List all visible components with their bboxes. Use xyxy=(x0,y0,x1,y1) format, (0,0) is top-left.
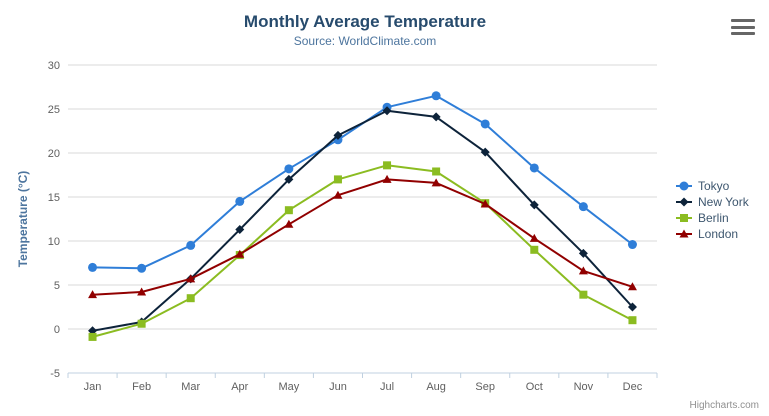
marker-tokyo-feb[interactable] xyxy=(137,263,147,273)
x-tick-label: Jan xyxy=(84,381,102,393)
x-tick-label: Oct xyxy=(526,381,543,393)
legend-label: Tokyo xyxy=(698,179,730,193)
marker-new-york-jun[interactable] xyxy=(333,130,343,140)
series-new-york xyxy=(88,106,637,336)
marker-london-jan[interactable] xyxy=(88,290,98,299)
y-tick-label: 25 xyxy=(48,104,60,116)
marker-tokyo-aug[interactable] xyxy=(431,91,441,101)
y-tick-label: 10 xyxy=(48,236,60,248)
marker-new-york-nov[interactable] xyxy=(578,248,588,258)
marker-london-jun[interactable] xyxy=(333,190,343,199)
marker-new-york-apr[interactable] xyxy=(235,225,245,235)
series-line-berlin xyxy=(92,164,633,338)
marker-london-feb[interactable] xyxy=(137,287,147,296)
legend-marker-new-york xyxy=(679,197,689,207)
y-tick-label: 20 xyxy=(48,148,60,160)
legend-item-london[interactable]: London xyxy=(675,226,749,242)
y-tick-label: 0 xyxy=(54,324,60,336)
x-tick-label: Jun xyxy=(329,381,347,393)
series-tokyo xyxy=(88,91,637,273)
hamburger-icon xyxy=(731,32,755,35)
marker-new-york-oct[interactable] xyxy=(529,200,539,210)
y-tick-label: 15 xyxy=(48,192,60,204)
marker-london-aug[interactable] xyxy=(431,178,441,187)
x-tick-label: Dec xyxy=(623,381,643,393)
marker-berlin-oct[interactable] xyxy=(530,245,539,254)
x-tick-label: Mar xyxy=(181,381,200,393)
x-tick-label: Aug xyxy=(426,381,446,393)
marker-new-york-dec[interactable] xyxy=(627,302,637,312)
marker-new-york-sep[interactable] xyxy=(480,147,490,157)
y-tick-label: 30 xyxy=(48,60,60,72)
marker-tokyo-apr[interactable] xyxy=(235,196,245,206)
legend: Tokyo New York Berlin London xyxy=(675,178,749,242)
marker-tokyo-may[interactable] xyxy=(284,164,294,174)
marker-new-york-aug[interactable] xyxy=(431,112,441,122)
marker-tokyo-nov[interactable] xyxy=(578,202,588,212)
y-axis-title: Temperature (°C) xyxy=(16,171,30,268)
marker-berlin-aug[interactable] xyxy=(432,167,441,176)
credit-link[interactable]: Highcharts.com xyxy=(689,400,759,411)
y-tick-label: 5 xyxy=(54,280,60,292)
legend-symbol-triangle-icon xyxy=(676,229,692,238)
series-line-new-york xyxy=(92,109,634,332)
legend-symbol-circle-icon xyxy=(676,181,692,191)
marker-new-york-jul[interactable] xyxy=(382,106,392,116)
series-line-tokyo xyxy=(92,94,634,270)
marker-tokyo-mar[interactable] xyxy=(186,240,196,250)
marker-berlin-mar[interactable] xyxy=(186,294,195,303)
x-tick-label: Nov xyxy=(574,381,594,393)
marker-london-may[interactable] xyxy=(284,219,294,228)
marker-tokyo-jan[interactable] xyxy=(88,262,98,272)
marker-london-apr[interactable] xyxy=(235,249,245,258)
x-tick-label: Feb xyxy=(132,381,151,393)
x-tick-label: May xyxy=(278,381,299,393)
marker-berlin-jun[interactable] xyxy=(333,175,342,184)
legend-symbol-diamond-icon xyxy=(676,197,692,207)
marker-tokyo-dec[interactable] xyxy=(627,240,637,250)
marker-tokyo-sep[interactable] xyxy=(480,119,490,129)
chart-subtitle: Source: WorldClimate.com xyxy=(293,34,437,48)
marker-berlin-may[interactable] xyxy=(284,206,293,215)
marker-berlin-jul[interactable] xyxy=(383,161,392,170)
marker-london-mar[interactable] xyxy=(186,274,196,283)
hamburger-icon xyxy=(731,19,755,22)
marker-berlin-nov[interactable] xyxy=(579,290,588,299)
x-tick-label: Sep xyxy=(475,381,495,393)
marker-tokyo-oct[interactable] xyxy=(529,163,539,173)
marker-london-dec[interactable] xyxy=(627,282,637,291)
marker-berlin-feb[interactable] xyxy=(137,319,146,328)
legend-item-new-york[interactable]: New York xyxy=(675,194,749,210)
marker-berlin-dec[interactable] xyxy=(628,316,637,325)
legend-marker-berlin xyxy=(680,214,688,222)
legend-marker-london xyxy=(679,229,689,238)
legend-label: New York xyxy=(698,195,749,209)
marker-london-jul[interactable] xyxy=(382,174,392,183)
hamburger-icon xyxy=(731,25,755,29)
marker-london-sep[interactable] xyxy=(480,199,490,208)
legend-marker-tokyo xyxy=(679,181,689,191)
series-london xyxy=(88,174,637,299)
legend-item-tokyo[interactable]: Tokyo xyxy=(675,178,749,194)
marker-london-oct[interactable] xyxy=(529,233,539,242)
series-line-london xyxy=(92,178,633,296)
marker-berlin-jan[interactable] xyxy=(88,332,97,341)
chart-title: Monthly Average Temperature xyxy=(243,12,487,31)
legend-item-berlin[interactable]: Berlin xyxy=(675,210,749,226)
x-tick-label: Apr xyxy=(231,381,248,393)
marker-london-nov[interactable] xyxy=(578,266,588,275)
legend-label: Berlin xyxy=(698,211,729,225)
x-tick-label: Jul xyxy=(380,381,394,393)
legend-symbol-square-icon xyxy=(676,214,692,222)
legend-label: London xyxy=(698,227,739,241)
marker-new-york-may[interactable] xyxy=(284,174,294,184)
y-tick-label: -5 xyxy=(50,368,60,380)
export-menu-button[interactable] xyxy=(731,19,755,35)
